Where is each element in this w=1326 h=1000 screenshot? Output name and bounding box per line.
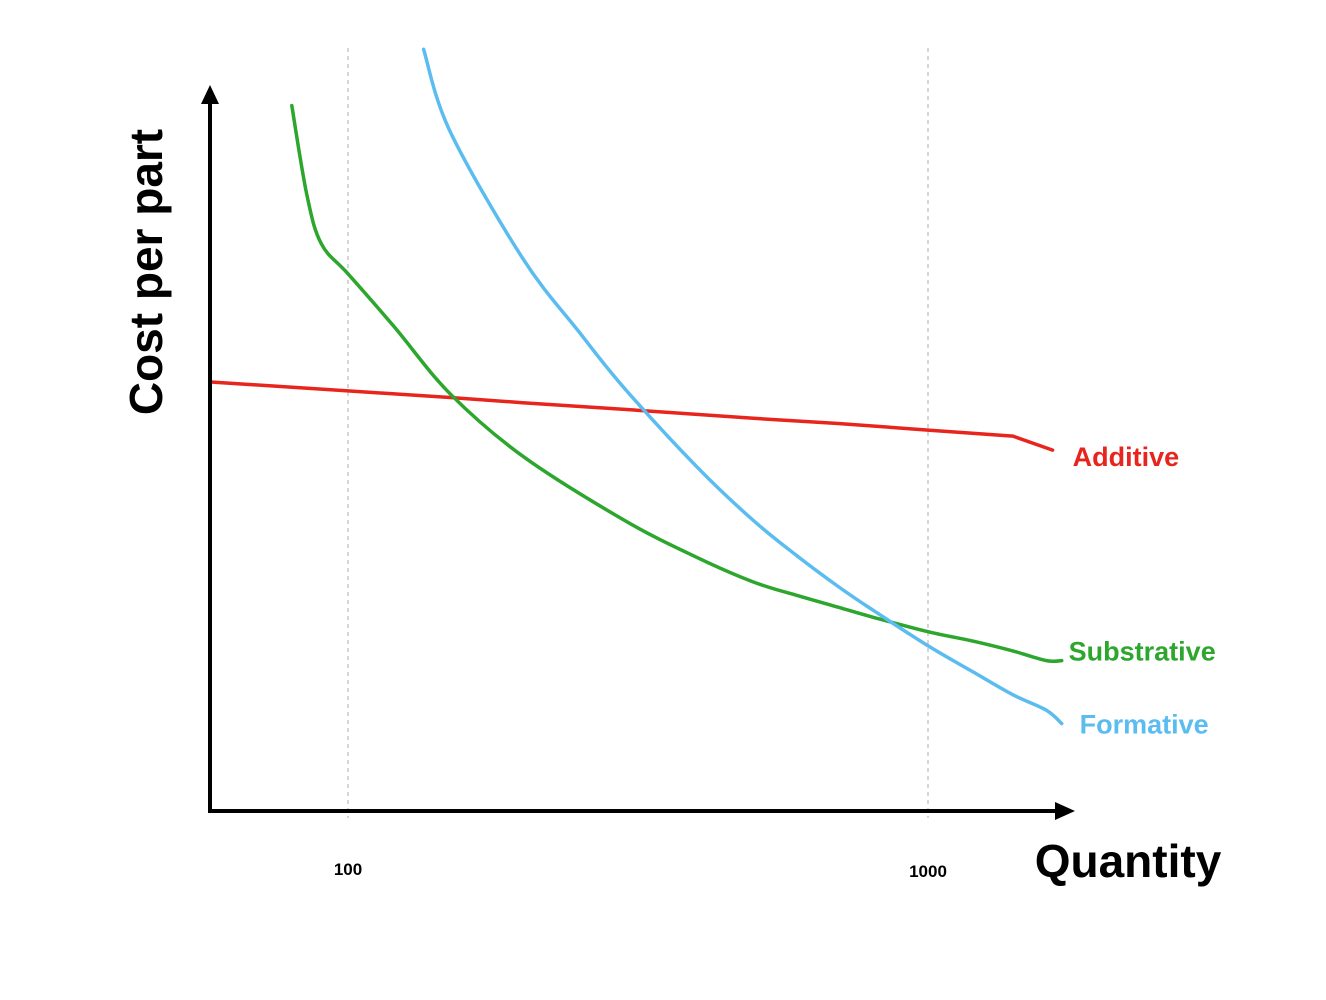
y-axis-title: Cost per part: [120, 129, 172, 415]
series-labels: Additive Substrative Formative: [1069, 442, 1216, 739]
gridlines: [347, 48, 929, 818]
x-tick-label-100: 100: [334, 860, 362, 879]
series-line-additive: [209, 380, 1055, 452]
y-axis-arrowhead: [201, 85, 219, 104]
series-label-additive: Additive: [1073, 442, 1180, 472]
series-label-substrative: Substrative: [1069, 637, 1216, 667]
x-axis-arrowhead: [1055, 802, 1075, 820]
series-line-formative: [421, 47, 1064, 726]
series-label-formative: Formative: [1080, 710, 1209, 740]
series-lines: [209, 47, 1064, 726]
x-tick-labels: 100 1000: [334, 860, 947, 881]
x-axis-title: Quantity: [1035, 835, 1222, 887]
series-line-substrative: [290, 103, 1064, 664]
axes: [201, 85, 1075, 820]
x-tick-label-1000: 1000: [909, 862, 947, 881]
